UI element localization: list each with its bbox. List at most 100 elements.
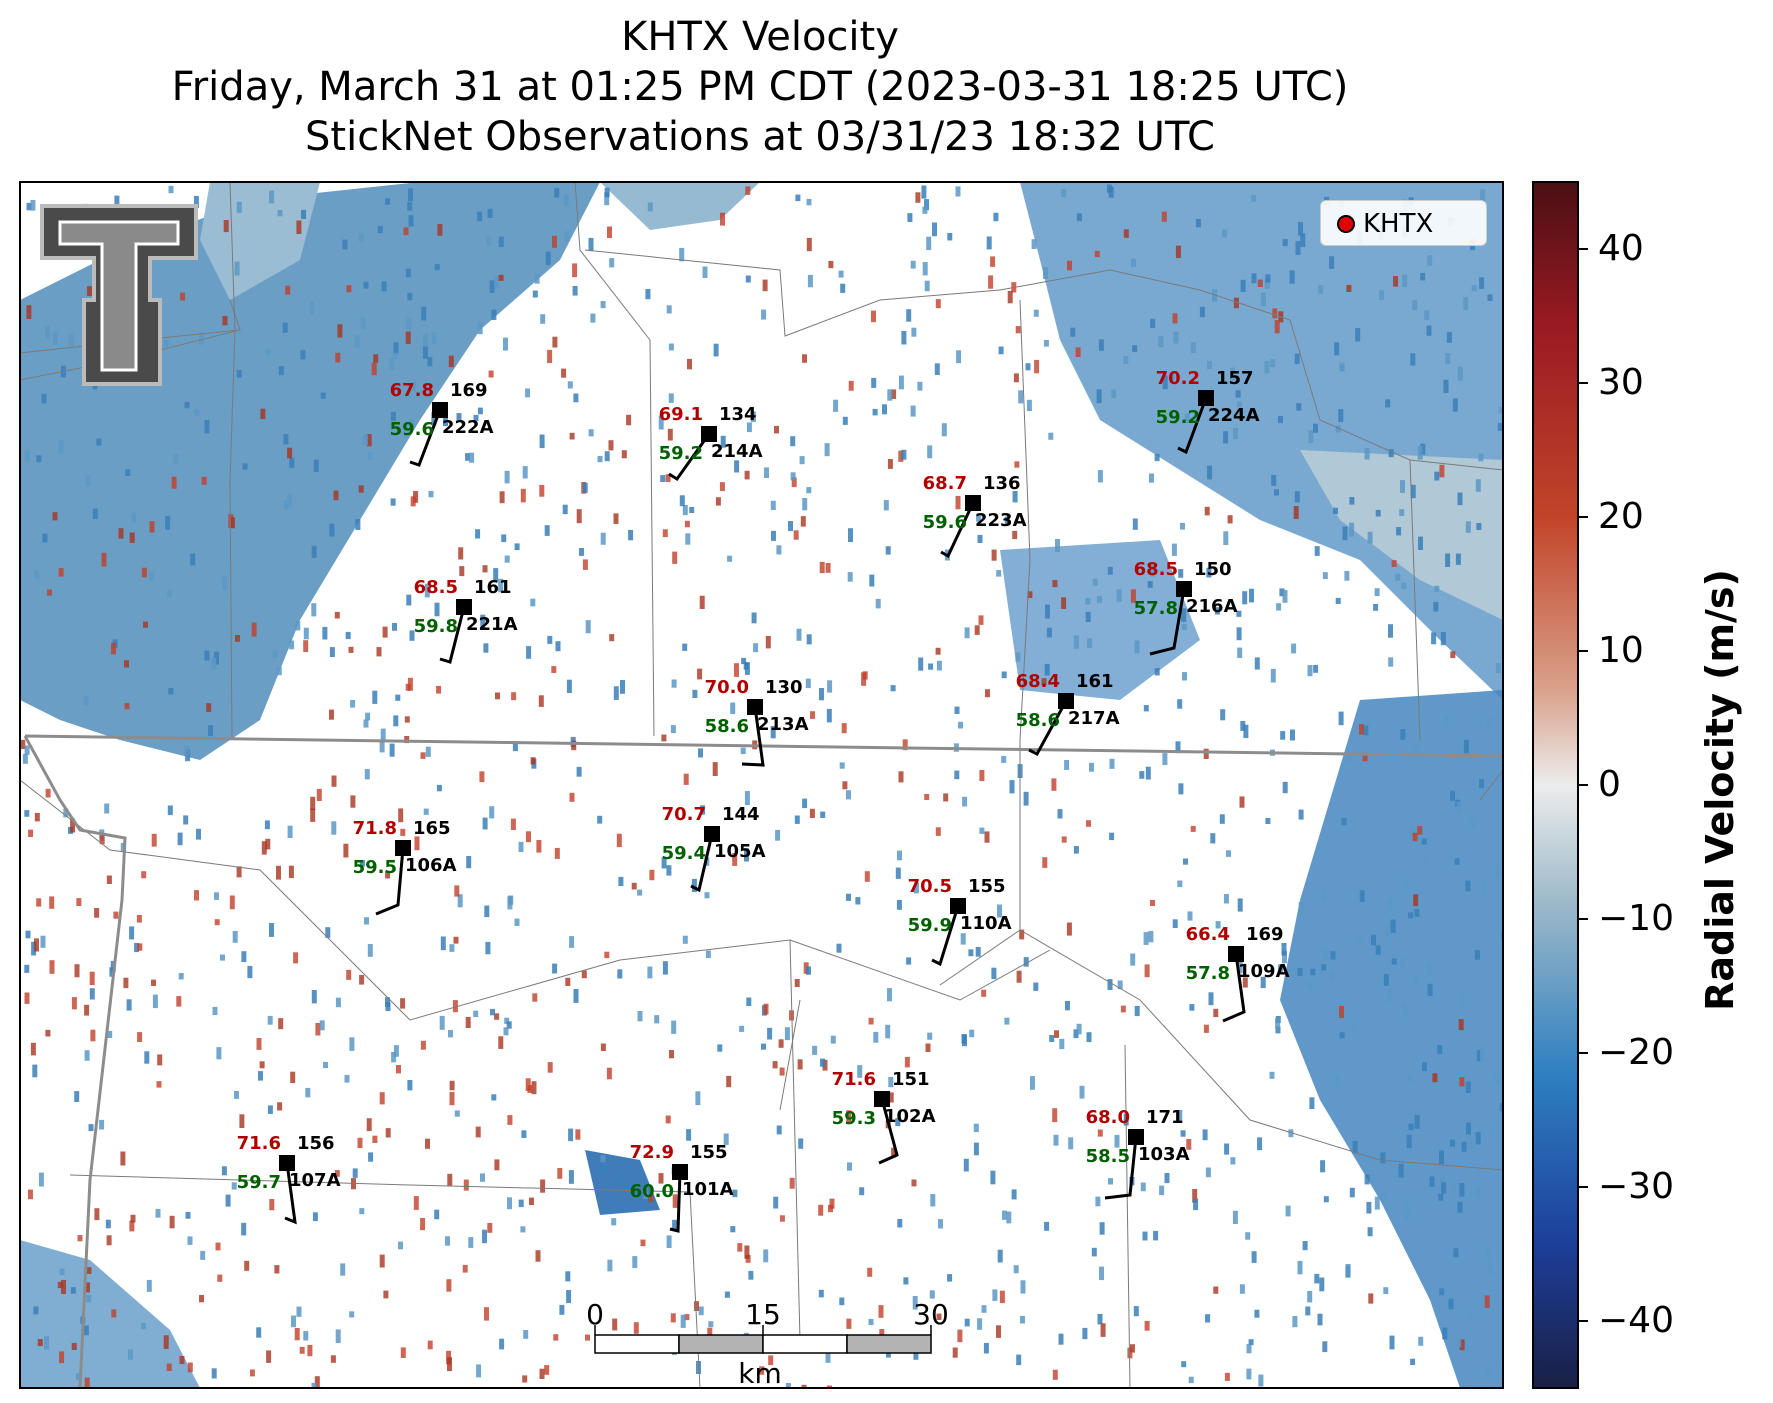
velocity-bin bbox=[235, 635, 240, 642]
velocity-bin bbox=[329, 523, 335, 537]
velocity-bin bbox=[746, 422, 752, 433]
velocity-bin bbox=[329, 647, 335, 657]
velocity-bin bbox=[503, 337, 508, 351]
velocity-bin bbox=[911, 1179, 917, 1187]
velocity-bin bbox=[1457, 1201, 1463, 1213]
velocity-bin bbox=[58, 568, 64, 577]
velocity-bin bbox=[498, 236, 504, 247]
velocity-bin bbox=[1052, 1369, 1058, 1380]
velocity-bin bbox=[344, 1074, 350, 1083]
velocity-bin bbox=[1123, 229, 1129, 238]
colorbar-ticks bbox=[1578, 248, 1588, 1322]
velocity-bin bbox=[1408, 912, 1414, 919]
velocity-bin bbox=[1230, 367, 1236, 381]
velocity-bin bbox=[111, 642, 116, 655]
velocity-bin bbox=[825, 1351, 831, 1363]
velocity-bin bbox=[42, 533, 48, 543]
velocity-bin bbox=[864, 871, 870, 882]
velocity-bin bbox=[1371, 934, 1376, 946]
velocity-bin bbox=[737, 1243, 743, 1252]
velocity-bin bbox=[679, 495, 685, 507]
velocity-bin bbox=[1092, 578, 1098, 586]
velocity-bin bbox=[1375, 945, 1381, 955]
velocity-bin bbox=[337, 324, 343, 338]
velocity-bin bbox=[1094, 250, 1100, 258]
velocity-bin bbox=[734, 460, 740, 473]
velocity-bin bbox=[477, 321, 483, 335]
station-temperature: 68.4 bbox=[1016, 671, 1060, 692]
velocity-bin bbox=[779, 1215, 785, 1222]
velocity-bin bbox=[1004, 1017, 1010, 1025]
velocity-bin bbox=[83, 695, 89, 705]
velocity-bin bbox=[434, 602, 440, 617]
velocity-bin bbox=[730, 702, 736, 715]
velocity-bin bbox=[719, 482, 725, 492]
velocity-bin bbox=[1171, 543, 1177, 556]
velocity-bin bbox=[1011, 1189, 1017, 1200]
velocity-bin bbox=[924, 280, 930, 292]
velocity-bin bbox=[1109, 758, 1115, 769]
velocity-bin bbox=[156, 1081, 162, 1088]
velocity-bin bbox=[70, 818, 76, 833]
velocity-bin bbox=[969, 1029, 975, 1038]
velocity-bin bbox=[208, 725, 213, 736]
velocity-bin bbox=[600, 532, 606, 545]
velocity-bin bbox=[1388, 624, 1393, 638]
velocity-bin bbox=[1205, 1167, 1211, 1178]
colorbar-tick-label: 20 bbox=[1598, 496, 1644, 537]
velocity-bin bbox=[300, 350, 306, 360]
velocity-bin bbox=[507, 896, 513, 910]
velocity-bin bbox=[1364, 448, 1370, 460]
velocity-bin bbox=[488, 370, 494, 378]
velocity-bin bbox=[600, 1163, 606, 1175]
velocity-bin bbox=[407, 1080, 413, 1091]
wind-barb bbox=[1177, 397, 1208, 455]
velocity-bin bbox=[1414, 1115, 1420, 1129]
velocity-bin bbox=[1412, 299, 1418, 310]
velocity-bin bbox=[231, 1182, 237, 1190]
velocity-bin bbox=[475, 529, 481, 539]
station-216A: 68.5 150 57.8 216A bbox=[1134, 559, 1238, 656]
velocity-bin bbox=[206, 703, 212, 712]
station-marker bbox=[1058, 693, 1074, 709]
velocity-bin bbox=[1402, 1003, 1408, 1017]
velocity-bin bbox=[453, 936, 459, 944]
velocity-bin bbox=[1147, 581, 1153, 588]
velocity-bin bbox=[1388, 657, 1394, 667]
velocity-bin bbox=[40, 935, 46, 948]
velocity-bin bbox=[1239, 1284, 1245, 1294]
velocity-bin bbox=[1475, 1132, 1481, 1145]
velocity-bin bbox=[576, 766, 582, 777]
velocity-bin bbox=[684, 1314, 690, 1321]
velocity-bin bbox=[620, 680, 625, 694]
velocity-bin bbox=[1053, 1134, 1059, 1146]
velocity-bin bbox=[1426, 962, 1432, 975]
velocity-bin bbox=[1180, 522, 1185, 530]
velocity-bin bbox=[1175, 741, 1181, 754]
velocity-bin bbox=[520, 1226, 526, 1233]
velocity-bin bbox=[648, 1195, 654, 1203]
wind-barb bbox=[741, 706, 765, 767]
velocity-bin bbox=[365, 712, 371, 721]
velocity-bin bbox=[1282, 781, 1288, 794]
velocity-bin bbox=[518, 1199, 524, 1208]
velocity-bin bbox=[58, 440, 64, 454]
velocity-bin bbox=[1439, 1150, 1444, 1165]
velocity-bin bbox=[85, 475, 91, 487]
velocity-bin bbox=[1426, 325, 1432, 336]
velocity-bin bbox=[1220, 709, 1226, 721]
velocity-bin bbox=[482, 817, 488, 830]
velocity-bin bbox=[372, 1135, 378, 1143]
velocity-bin bbox=[335, 352, 341, 363]
velocity-bin bbox=[1374, 1196, 1380, 1210]
velocity-bin bbox=[1057, 809, 1063, 819]
velocity-bin bbox=[1177, 699, 1183, 709]
velocity-bin bbox=[661, 856, 667, 869]
velocity-bin bbox=[1162, 753, 1168, 765]
velocity-bin bbox=[403, 227, 409, 236]
velocity-bin bbox=[1400, 957, 1406, 967]
velocity-bin bbox=[633, 1322, 639, 1334]
velocity-bin bbox=[217, 1274, 223, 1282]
velocity-bin bbox=[75, 1373, 81, 1381]
velocity-field bbox=[20, 182, 1503, 1388]
